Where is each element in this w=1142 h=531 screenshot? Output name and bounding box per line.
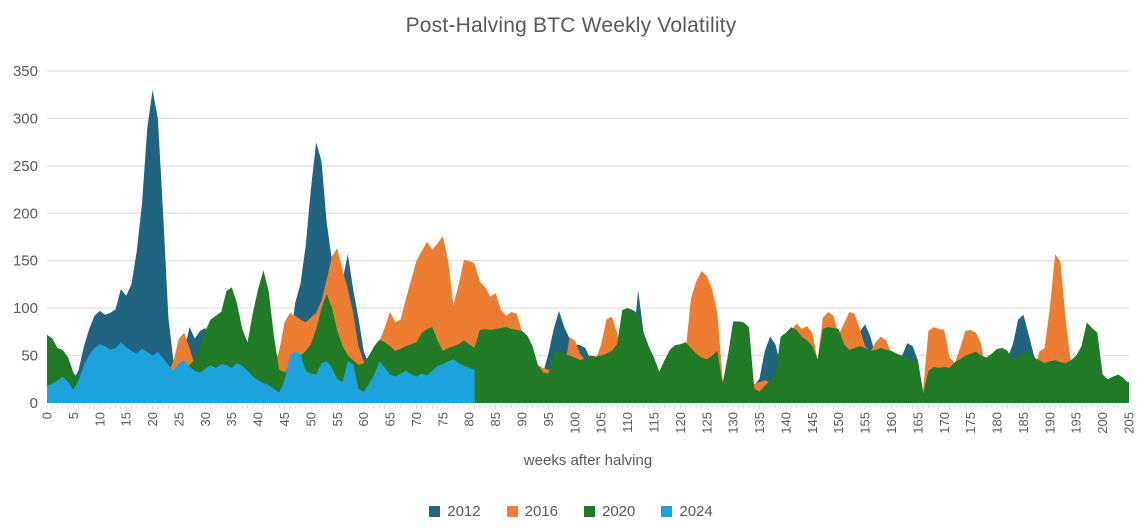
chart-title: Post-Halving BTC Weekly Volatility [405, 14, 737, 37]
x-tick-label-175: 175 [963, 412, 978, 434]
area-2024 [47, 342, 475, 403]
area-2020 [47, 270, 1129, 403]
x-tick-label-200: 200 [1095, 412, 1110, 434]
x-tick-label-80: 80 [462, 412, 477, 426]
x-tick-label-120: 120 [673, 412, 688, 434]
x-tick-label-195: 195 [1069, 412, 1084, 434]
x-tick-label-70: 70 [409, 412, 424, 426]
legend-item-2012: 2012 [429, 503, 481, 520]
x-axis-title: weeks after halving [523, 452, 653, 469]
x-tick-label-95: 95 [541, 412, 556, 426]
x-tick-label-55: 55 [330, 412, 345, 426]
x-tick-label-35: 35 [224, 412, 239, 426]
x-tick-label-130: 130 [726, 412, 741, 434]
legend-swatch-2012 [429, 506, 441, 517]
legend-item-2020: 2020 [584, 503, 635, 520]
x-tick-label-125: 125 [699, 412, 714, 434]
legend: 2012 2016 2020 2024 [0, 503, 1142, 520]
x-tick-label-150: 150 [831, 412, 846, 434]
x-tick-label-15: 15 [119, 412, 134, 426]
y-tick-label-100: 100 [13, 300, 38, 317]
x-tick-label-155: 155 [858, 412, 873, 434]
y-tick-label-350: 350 [13, 63, 38, 80]
y-tick-label-200: 200 [13, 205, 38, 222]
x-tick-label-145: 145 [805, 412, 820, 434]
x-tick-label-170: 170 [937, 412, 952, 434]
x-tick-label-160: 160 [884, 412, 899, 434]
legend-item-2016: 2016 [506, 503, 558, 520]
x-tick-label-165: 165 [910, 412, 925, 434]
x-tick-label-180: 180 [990, 412, 1005, 434]
x-tick-label-85: 85 [488, 412, 503, 426]
x-tick-label-205: 205 [1122, 412, 1137, 434]
legend-item-2024: 2024 [661, 503, 713, 520]
legend-label-2016: 2016 [524, 503, 558, 520]
x-tick-label-115: 115 [646, 412, 661, 433]
x-tick-label-25: 25 [171, 412, 186, 426]
y-tick-label-250: 250 [13, 158, 38, 175]
legend-swatch-2024 [661, 506, 673, 517]
legend-label-2012: 2012 [447, 503, 481, 520]
x-tick-label-140: 140 [778, 412, 793, 434]
x-tick-label-0: 0 [40, 412, 55, 419]
x-tick-label-30: 30 [198, 412, 213, 426]
x-tick-label-65: 65 [383, 412, 398, 426]
y-tick-label-50: 50 [21, 348, 38, 365]
x-tick-label-105: 105 [594, 412, 609, 434]
x-tick-label-40: 40 [251, 412, 266, 426]
x-tick-label-50: 50 [303, 412, 318, 426]
y-tick-label-300: 300 [13, 110, 38, 127]
x-tick-label-100: 100 [567, 412, 582, 434]
x-tick-label-60: 60 [356, 412, 371, 426]
legend-swatch-2016 [506, 506, 518, 517]
legend-label-2024: 2024 [679, 503, 713, 520]
y-tick-label-150: 150 [13, 253, 38, 270]
legend-label-2020: 2020 [602, 503, 636, 520]
x-tick-label-5: 5 [66, 412, 81, 419]
x-tick-label-75: 75 [435, 412, 450, 426]
x-tick-label-110: 110 [620, 412, 635, 433]
plot-area: 0 50 100 150 200 250 300 350 0 5 10 15 20 25 30 35 40 45 5… [13, 63, 1137, 434]
legend-swatch-2020 [584, 506, 595, 517]
x-tick-label-90: 90 [515, 412, 530, 426]
y-tick-label-0: 0 [30, 395, 38, 412]
x-tick-label-190: 190 [1042, 412, 1057, 434]
x-tick-label-45: 45 [277, 412, 292, 426]
x-tick-label-20: 20 [145, 412, 160, 426]
x-tick-label-185: 185 [1016, 412, 1031, 434]
x-tick-label-135: 135 [752, 412, 767, 434]
x-tick-label-10: 10 [92, 412, 107, 426]
